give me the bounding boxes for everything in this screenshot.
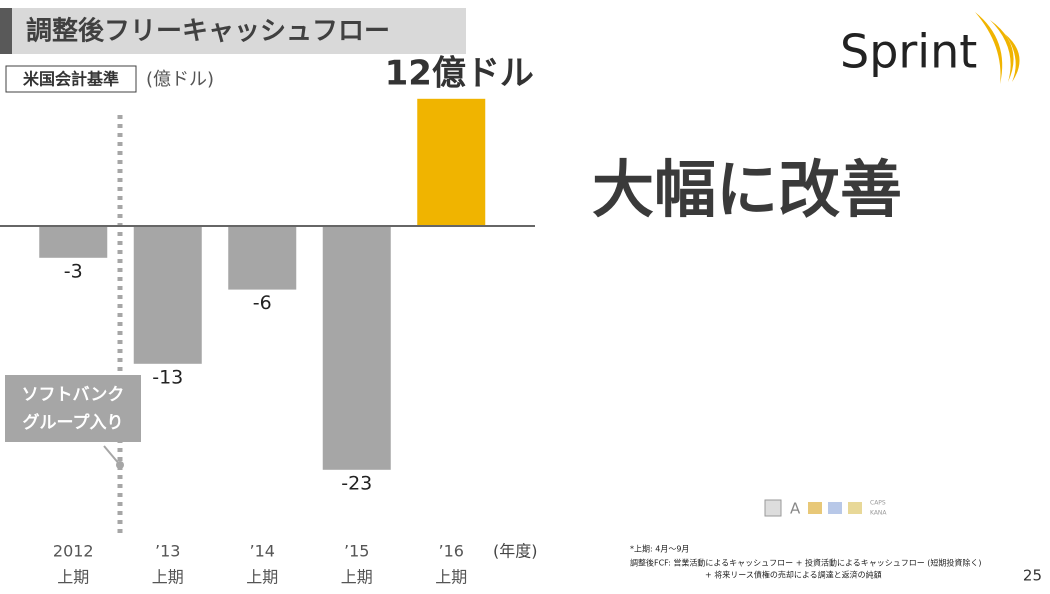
footnote: *上期: 4月～9月 bbox=[630, 545, 689, 554]
value-label: -13 bbox=[152, 366, 183, 388]
standard-label: 米国会計基準 bbox=[23, 70, 119, 89]
logo-swoosh bbox=[975, 12, 1020, 84]
headline: 大幅に改善 bbox=[592, 153, 902, 226]
x-period-label: 上期 bbox=[152, 568, 184, 587]
x-tick-label: ’16 bbox=[439, 542, 464, 561]
title-accent bbox=[0, 8, 12, 54]
footnote: + 将来リース債権の売却による調達と返済の純額 bbox=[705, 570, 882, 580]
footnote: 調整後FCF: 営業活動によるキャッシュフロー + 投資活動によるキャッシュフロ… bbox=[630, 558, 982, 568]
bar bbox=[39, 226, 108, 258]
bar bbox=[322, 226, 391, 470]
x-tick-label: ’15 bbox=[344, 542, 369, 561]
annotation: グループ入り bbox=[23, 412, 124, 433]
annotation-dot bbox=[116, 461, 124, 469]
x-tick-label: ’14 bbox=[250, 542, 275, 561]
bar bbox=[228, 226, 297, 290]
bar bbox=[133, 226, 202, 364]
value-label: -23 bbox=[341, 472, 372, 494]
x-unit: (年度) bbox=[493, 542, 538, 561]
value-label: -3 bbox=[64, 260, 83, 282]
x-tick-label: ’13 bbox=[155, 542, 180, 561]
value-label: 12億ドル bbox=[385, 53, 534, 93]
annotation-box bbox=[5, 375, 141, 442]
title-box bbox=[0, 8, 466, 54]
ime-label: CAPS bbox=[870, 500, 886, 507]
annotation-connector bbox=[103, 445, 121, 466]
x-period-label: 上期 bbox=[435, 568, 467, 587]
x-tick-label: 2012 bbox=[53, 542, 94, 561]
title: 調整後フリーキャッシュフロー bbox=[26, 16, 390, 47]
bar bbox=[417, 98, 486, 226]
unit-label: (億ドル) bbox=[146, 69, 214, 90]
page-number: 25 bbox=[1023, 567, 1042, 585]
x-period-label: 上期 bbox=[246, 568, 278, 587]
x-period-label: 上期 bbox=[57, 568, 89, 587]
annotation: ソフトバンク bbox=[22, 385, 125, 405]
x-period-label: 上期 bbox=[341, 568, 373, 587]
ime-toolbar: A bbox=[764, 499, 862, 518]
value-label: -6 bbox=[253, 292, 272, 314]
ime-label: KANA bbox=[870, 510, 887, 517]
logo: Sprint bbox=[840, 25, 977, 79]
svg-text:A: A bbox=[790, 500, 801, 518]
standard-box bbox=[5, 65, 137, 93]
